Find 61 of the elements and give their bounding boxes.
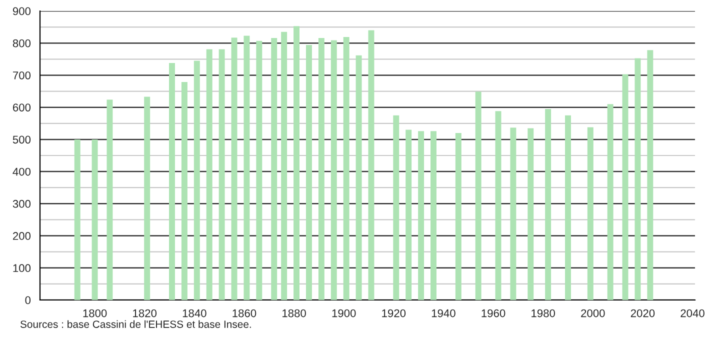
bar (231, 38, 238, 300)
bar (406, 130, 412, 300)
bar (318, 38, 324, 300)
y-tick-label: 0 (25, 296, 31, 304)
x-tick-label: 1960 (482, 309, 506, 318)
y-tick-label: 100 (13, 264, 31, 272)
bar (306, 45, 312, 300)
bar (510, 128, 516, 300)
y-tick-label: 800 (12, 39, 31, 48)
y-tick-label: 300 (12, 200, 31, 208)
x-tick-label: 1880 (282, 309, 306, 318)
x-tick-label: 2000 (581, 309, 605, 318)
bar (418, 131, 424, 300)
bar (647, 50, 654, 300)
bar (106, 100, 113, 300)
x-tick-label: 2040 (680, 309, 704, 318)
bar (343, 37, 350, 300)
x-tick-label: 1980 (532, 309, 556, 318)
bar (607, 104, 614, 300)
bar (545, 108, 552, 300)
y-tick-label: 900 (12, 7, 31, 16)
x-tick-label: 1820 (133, 309, 157, 318)
bar (169, 63, 175, 300)
bar (244, 36, 250, 300)
x-tick-label: 1940 (432, 309, 456, 318)
y-tick-label: 500 (12, 136, 31, 144)
x-tick-label: 1920 (382, 309, 406, 318)
x-tick-label: 1840 (182, 309, 206, 318)
bar (144, 96, 150, 300)
x-tick-label: 1800 (83, 309, 107, 318)
x-tick-label: 2020 (630, 309, 655, 318)
y-tick-label: 700 (13, 71, 31, 80)
bar (495, 111, 502, 300)
y-tick-label: 200 (12, 232, 31, 240)
bar (271, 38, 278, 300)
bar (194, 60, 200, 300)
bar (330, 40, 337, 300)
bar (368, 30, 374, 300)
bar (528, 128, 534, 300)
bar (256, 40, 262, 300)
bar (74, 139, 80, 300)
bar (634, 58, 641, 300)
bar (356, 55, 362, 300)
bar (622, 74, 628, 300)
y-tick-label: 400 (12, 168, 31, 176)
bar (206, 49, 212, 300)
x-tick-label: 1860 (232, 309, 256, 318)
bar (281, 32, 288, 300)
bar (294, 26, 300, 300)
bar (455, 133, 462, 300)
bar (181, 82, 188, 300)
bar (475, 92, 482, 300)
y-tick-label: 600 (13, 104, 31, 112)
bar (430, 131, 436, 300)
source-note: Sources : base Cassini de l'EHESS et base Insee. (20, 320, 251, 328)
bar (218, 49, 225, 300)
bar (564, 115, 571, 300)
bar (92, 139, 98, 300)
bar (587, 127, 594, 300)
x-tick-label: 1900 (332, 309, 356, 318)
bar (393, 115, 400, 300)
